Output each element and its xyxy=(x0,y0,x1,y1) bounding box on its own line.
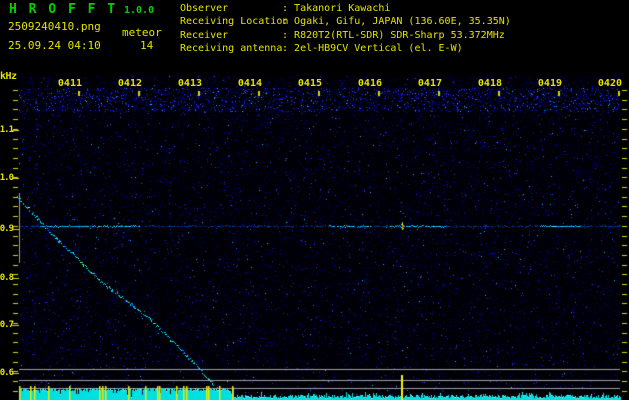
time-axis-label: 0415 xyxy=(297,78,322,89)
meteor-count: 14 xyxy=(140,39,154,52)
freq-axis-labels: 1.1 1.0 0.9 0.8 0.7 0.6 xyxy=(0,0,20,400)
station-info-row: Receiving Location: Ogaki, Gifu, JAPAN (… xyxy=(180,15,511,28)
time-axis-label: 0417 xyxy=(417,78,442,89)
station-info-label: Receiving Location xyxy=(180,16,289,28)
time-axis-label: 0412 xyxy=(117,78,142,89)
station-info-label: Observer xyxy=(180,3,229,14)
output-filename: 2509240410.png xyxy=(8,20,101,33)
station-info-label: Receiving antenna xyxy=(180,43,283,55)
station-info-value: Ogaki, Gifu, JAPAN (136.60E, 35.35N) xyxy=(294,16,511,28)
freq-axis-unit-label: kHz xyxy=(0,71,17,82)
station-info-separator: : xyxy=(282,16,295,28)
time-axis-label: 0414 xyxy=(237,78,262,89)
time-axis-label: 0411 xyxy=(57,78,82,89)
freq-axis-label: 0.8 xyxy=(0,273,14,283)
time-axis-label: 0420 xyxy=(597,78,622,89)
time-axis-label: 0419 xyxy=(537,78,562,89)
observation-mode: meteor xyxy=(122,26,162,39)
station-info-row: Receiver: R820T2(RTL-SDR) SDR-Sharp 53.3… xyxy=(180,29,511,42)
time-axis-label: 0413 xyxy=(177,78,202,89)
station-info-separator: : xyxy=(282,29,295,41)
station-info-label: Receiver xyxy=(180,29,229,41)
observation-datetime: 25.09.24 04:10 xyxy=(8,39,101,52)
station-info-value: Takanori Kawachi xyxy=(294,3,391,14)
station-info-row: Observer: Takanori Kawachi xyxy=(180,2,511,15)
station-info-value: R820T2(RTL-SDR) SDR-Sharp 53.372MHz xyxy=(294,29,505,41)
station-info-row: Receiving antenna: 2el-HB9CV Vertical (e… xyxy=(180,42,511,55)
freq-axis-label: 0.6 xyxy=(0,368,14,378)
time-axis-labels: 0411 0412 0413 0414 0415 0416 0417 0418 0419 0420 xyxy=(0,78,629,90)
app-version: 1.0.0 xyxy=(124,5,155,16)
app-title: H R O F F T xyxy=(9,2,118,17)
time-axis-label: 0418 xyxy=(477,78,502,89)
station-info-separator: : xyxy=(282,3,295,14)
station-info-separator: : xyxy=(282,43,295,55)
freq-axis-label: 1.1 xyxy=(0,125,14,135)
time-axis-label: 0416 xyxy=(357,78,382,89)
station-info-value: 2el-HB9CV Vertical (el. E-W) xyxy=(294,43,463,55)
freq-axis-label: 1.0 xyxy=(0,173,14,183)
freq-axis-label: 0.7 xyxy=(0,320,14,330)
freq-axis-label: 0.9 xyxy=(0,224,14,234)
station-info: Observer: Takanori Kawachi Receiving Loca… xyxy=(180,2,511,56)
